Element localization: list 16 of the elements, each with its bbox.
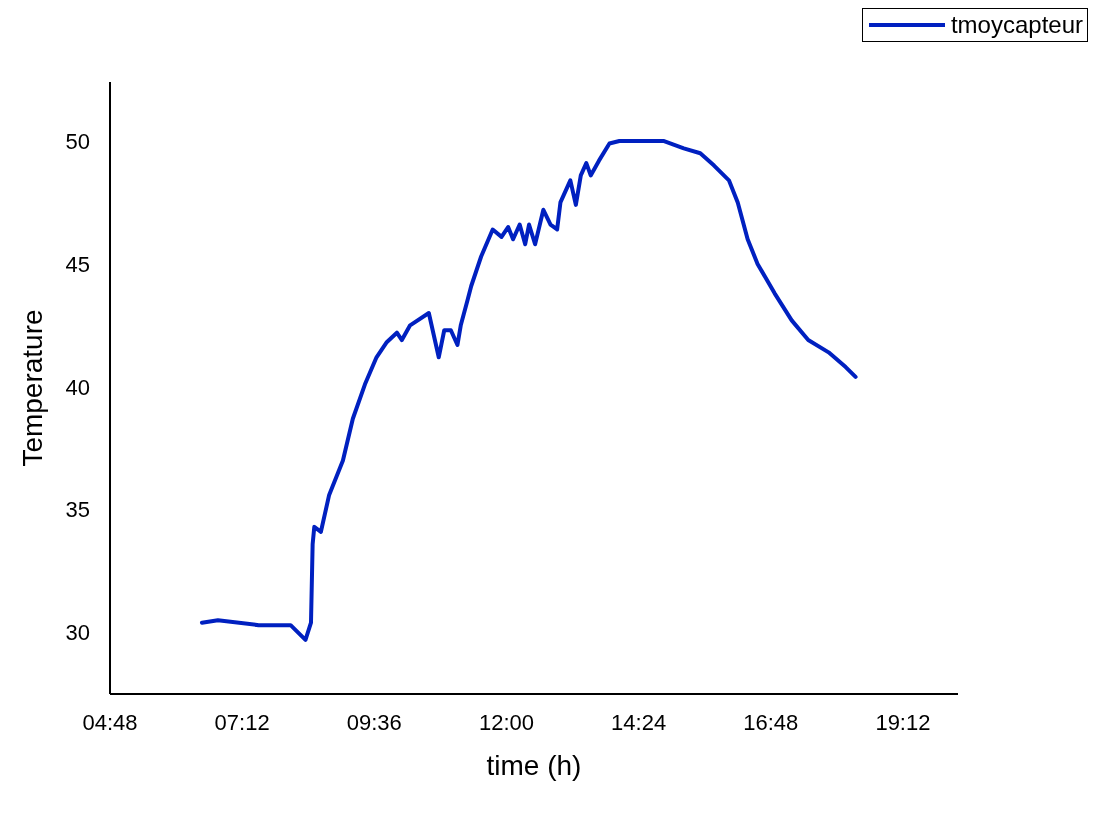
- x-tick-label: 09:36: [346, 709, 402, 735]
- y-tick-label: 30: [65, 620, 90, 646]
- y-tick-label: 45: [65, 251, 90, 277]
- x-tick-label: 14:24: [611, 709, 667, 735]
- y-tick-label: 40: [65, 374, 90, 400]
- x-tick-label: 19:12: [875, 709, 931, 735]
- x-axis-title: time (h): [486, 750, 582, 781]
- y-tick-label: 50: [65, 128, 90, 154]
- y-axis-title: Temperature: [16, 309, 48, 467]
- x-tick-label: 16:48: [743, 709, 799, 735]
- legend-label: tmoycapteur: [950, 11, 1083, 39]
- y-tick-label: 35: [65, 497, 90, 523]
- x-tick-label: 12:00: [478, 709, 534, 735]
- x-tick-label: 04:48: [82, 709, 138, 735]
- line-series: [199, 138, 858, 642]
- x-tick-label: 07:12: [214, 709, 270, 735]
